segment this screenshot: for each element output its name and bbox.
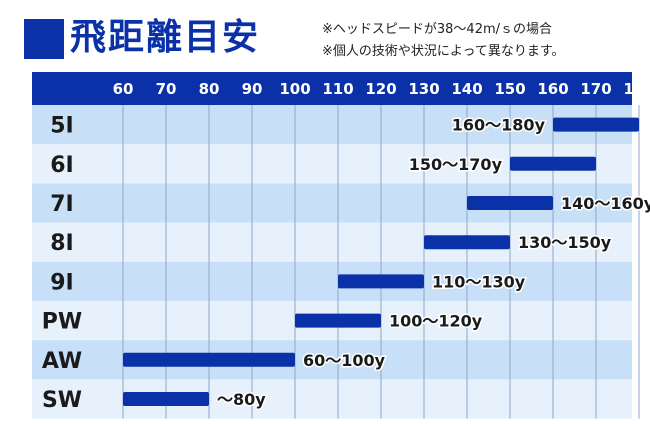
club-label: 8I [50, 231, 74, 256]
title-square-icon [24, 19, 64, 59]
distance-label: 140〜160y [561, 194, 650, 213]
distance-bar [123, 392, 209, 406]
note-head-speed: ※ヘッドスピードが38〜42m/ｓの場合 [322, 22, 553, 37]
club-label: 5I [50, 114, 74, 139]
axis-header-band [32, 72, 632, 105]
distance-bar [467, 196, 553, 210]
x-tick-label: 150 [494, 80, 525, 98]
row-background [32, 105, 632, 145]
x-tick-label: 110 [322, 80, 353, 98]
distance-bar [510, 156, 596, 171]
club-label: 7I [50, 192, 74, 217]
club-label: PW [42, 310, 82, 335]
distance-label: 100〜120y [389, 312, 483, 331]
club-label: 9I [50, 270, 74, 295]
club-label: AW [42, 349, 82, 374]
distance-bar [338, 274, 424, 289]
distance-bar [553, 117, 639, 132]
x-tick-label: 80 [199, 80, 220, 98]
x-tick-label: 60 [113, 80, 134, 98]
club-label: SW [42, 388, 82, 413]
club-label: 6I [50, 153, 74, 178]
distance-label: 160〜180y [452, 116, 546, 135]
row-background [32, 222, 632, 262]
x-tick-label: 130 [408, 80, 439, 98]
x-tick-label: 70 [156, 80, 177, 98]
note-disclaimer: ※個人の技術や状況によって異なります。 [322, 44, 565, 59]
distance-label: 110〜130y [432, 272, 526, 291]
row-background [32, 379, 632, 419]
x-tick-label: 170 [580, 80, 611, 98]
x-tick-label: 120 [365, 80, 396, 98]
distance-label: 60〜100y [303, 351, 386, 370]
distance-bar [424, 235, 510, 250]
page-title: 飛距離目安 [70, 17, 261, 58]
x-tick-label: 100 [279, 80, 310, 98]
row-background [32, 261, 632, 301]
distance-label: 〜80y [217, 390, 266, 409]
x-tick-label: 180 [623, 80, 650, 98]
distance-label: 150〜170y [409, 155, 503, 174]
x-tick-label: 90 [242, 80, 263, 98]
x-tick-label: 160 [537, 80, 568, 98]
distance-bar [295, 313, 381, 328]
distance-bar [123, 352, 295, 367]
distance-label: 130〜150y [518, 233, 612, 252]
x-tick-label: 140 [451, 80, 482, 98]
